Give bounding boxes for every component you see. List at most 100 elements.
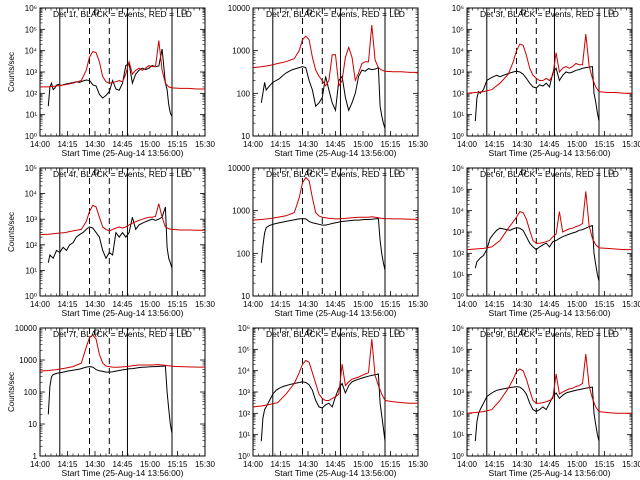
x-tick-label: 14:00: [243, 300, 264, 309]
lld-series-line: [466, 191, 632, 251]
x-tick-label: 15:00: [140, 140, 161, 149]
x-tick-label: 15:00: [567, 140, 588, 149]
y-tick-label: 100: [24, 388, 38, 397]
x-axis-label: Start Time (25-Aug-14 13:56:00): [62, 148, 184, 158]
x-tick-label: 14:45: [112, 460, 133, 469]
y-tick-label: 10²: [452, 89, 464, 98]
x-tick-label: 15:00: [353, 460, 374, 469]
y-tick-label: 10000: [228, 4, 251, 13]
x-tick-label: 15:30: [622, 300, 640, 309]
x-axis-label: Start Time (25-Aug-14 13:56:00): [489, 468, 611, 478]
plot-frame: [466, 327, 633, 457]
x-tick-label: 14:30: [298, 460, 319, 469]
x-tick-label: 15:15: [594, 300, 615, 309]
plot-frame: [252, 167, 419, 297]
events-series-line: [474, 224, 600, 282]
y-tick-label: 10²: [452, 409, 464, 418]
y-tick-label: 10¹: [25, 111, 37, 120]
top-marker: [394, 329, 400, 335]
panel-title: Det 3f, BLACK = Events, RED = LLD: [480, 9, 619, 19]
panel-det-8f: Det 8f, BLACK = Events, RED = LLD 10⁰ 10¹ 1…: [238, 324, 429, 478]
x-tick-label: 15:30: [408, 460, 429, 469]
x-tick-label: 15:15: [594, 140, 615, 149]
y-tick-label: 10⁰: [452, 452, 464, 461]
x-tick-label: 14:00: [243, 460, 264, 469]
lld-series-line: [39, 334, 205, 372]
y-tick-label: 10000: [15, 324, 38, 333]
x-tick-label: 14:15: [484, 460, 505, 469]
x-tick-label: 14:00: [30, 300, 51, 309]
x-axis-label: Start Time (25-Aug-14 13:56:00): [489, 148, 611, 158]
y-tick-label: 10¹: [452, 271, 464, 280]
panel-det-7f: Det 7f, BLACK = Events, RED = LLD 1 10 100 1…: [7, 324, 216, 478]
y-tick-label: 10⁰: [25, 292, 37, 301]
panel-det-3f: Det 3f, BLACK = Events, RED = LLD 10⁰ 10¹ 1…: [452, 4, 640, 158]
x-tick-label: 15:00: [140, 300, 161, 309]
y-tick-label: 10⁶: [452, 324, 464, 333]
y-tick-label: 10²: [25, 241, 37, 250]
y-tick-label: 10⁵: [452, 345, 464, 354]
x-tick-label: 14:45: [325, 140, 346, 149]
lld-series-line: [466, 354, 632, 414]
y-tick-label: 10⁵: [452, 25, 464, 34]
plot-frame: [466, 7, 633, 137]
y-tick-label: 10⁴: [452, 47, 465, 56]
x-tick-label: 14:45: [539, 300, 560, 309]
x-tick-label: 15:30: [622, 460, 640, 469]
y-tick-label: 10¹: [452, 111, 464, 120]
x-tick-label: 14:45: [325, 460, 346, 469]
panel-title: Det 6f, BLACK = Events, RED = LLD: [480, 169, 619, 179]
panel-title: Det 2f, BLACK = Events, RED = LLD: [266, 9, 405, 19]
x-tick-label: 15:30: [195, 140, 216, 149]
top-marker: [521, 329, 526, 335]
panel-det-2f: Det 2f, BLACK = Events, RED = LLD 10 100 10…: [228, 4, 429, 158]
x-tick-label: 14:15: [57, 300, 78, 309]
y-tick-label: 10¹: [25, 266, 37, 275]
y-tick-label: 10³: [25, 68, 37, 77]
x-tick-label: 15:15: [167, 140, 188, 149]
panel-det-5f: Det 5f, BLACK = Events, RED = LLD 10 100 10…: [228, 164, 429, 318]
panel-det-6f: Det 6f, BLACK = Events, RED = LLD 10⁰ 10¹ 1…: [452, 164, 640, 318]
lld-series-line: [39, 203, 205, 236]
x-tick-label: 14:45: [112, 300, 133, 309]
y-tick-label: 10³: [452, 228, 464, 237]
y-tick-label: 10⁴: [238, 367, 251, 376]
y-tick-label: 10⁶: [452, 164, 464, 173]
plot-frame: [252, 327, 419, 457]
top-marker: [608, 169, 614, 175]
y-tick-label: 10¹: [452, 431, 464, 440]
x-tick-label: 14:30: [298, 140, 319, 149]
x-tick-label: 14:15: [270, 460, 291, 469]
panel-title: Det 7f, BLACK = Events, RED = LLD: [53, 329, 192, 339]
x-tick-label: 14:45: [112, 140, 133, 149]
x-tick-label: 14:30: [512, 460, 533, 469]
panel-title: Det 1f, BLACK = Events, RED = LLD: [53, 9, 192, 19]
x-tick-label: 14:15: [57, 140, 78, 149]
x-tick-label: 15:15: [380, 460, 401, 469]
y-tick-label: 10⁵: [238, 345, 250, 354]
lld-series-line: [40, 40, 205, 90]
events-series-line: [474, 386, 600, 442]
top-marker: [521, 169, 526, 175]
y-tick-label: 10⁵: [452, 185, 464, 194]
x-axis-label: Start Time (25-Aug-14 13:56:00): [275, 468, 397, 478]
events-series-line: [474, 66, 600, 122]
x-tick-label: 14:00: [30, 460, 51, 469]
x-tick-label: 15:15: [167, 460, 188, 469]
events-series-line: [260, 373, 386, 442]
y-tick-label: 10³: [25, 215, 37, 224]
top-marker: [181, 329, 187, 335]
x-tick-label: 14:30: [85, 140, 106, 149]
x-axis-label: Start Time (25-Aug-14 13:56:00): [62, 468, 184, 478]
events-series-line: [260, 218, 386, 271]
y-tick-label: 1: [33, 452, 38, 461]
top-marker: [94, 169, 99, 175]
events-series-line: [260, 66, 386, 129]
top-marker: [94, 9, 99, 15]
x-axis-label: Start Time (25-Aug-14 13:56:00): [275, 308, 397, 318]
panel-det-1f: Det 1f, BLACK = Events, RED = LLD 10⁰ 10¹ 1…: [7, 4, 216, 158]
top-marker: [608, 9, 614, 15]
x-tick-label: 15:00: [567, 300, 588, 309]
y-tick-label: 10⁰: [452, 132, 464, 141]
panel-title: Det 4f, BLACK = Events, RED = LLD: [53, 169, 192, 179]
